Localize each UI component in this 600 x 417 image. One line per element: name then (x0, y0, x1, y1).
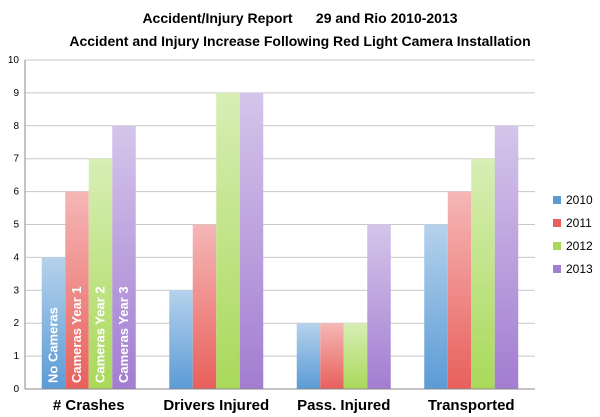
x-category-label: Drivers Injured (163, 397, 269, 414)
legend-swatch (553, 242, 561, 250)
bar-2012-3 (471, 158, 495, 389)
y-tick-label: 10 (8, 55, 20, 66)
bar-2013-1 (239, 92, 264, 390)
bar-2010-0 (41, 257, 66, 389)
bar-2013-0 (112, 125, 136, 390)
bars-group: No Cameras Cameras Year 1 Cameras Year 2 Ca… (41, 92, 519, 390)
legend-label: 2012 (566, 239, 593, 253)
chart-subtitle: Accident and Injury Increase Following R… (69, 33, 530, 49)
legend-swatch (553, 219, 561, 227)
bar-2010-1 (169, 290, 193, 389)
bar-period-label: No Cameras (46, 307, 61, 383)
chart-title: Accident/Injury Report 29 and Rio 2010-2… (142, 10, 457, 26)
y-tick-label: 4 (13, 252, 19, 263)
y-tick-label: 7 (13, 154, 19, 165)
legend-label: 2013 (566, 262, 593, 276)
bar-2011-3 (447, 191, 472, 389)
bar-period-label: Cameras Year 3 (116, 286, 131, 383)
bar-2012-2 (343, 323, 368, 389)
legend-swatch (553, 196, 561, 204)
bar-2011-2 (320, 323, 344, 389)
y-tick-label: 6 (13, 187, 19, 198)
y-tick-label: 5 (13, 220, 19, 231)
y-tick-label: 9 (13, 88, 19, 99)
legend-label: 2010 (566, 193, 593, 207)
x-category-label: Pass. Injured (297, 397, 390, 414)
bar-2010-2 (296, 323, 321, 389)
bar-2013-2 (367, 224, 391, 389)
legend-swatch (553, 265, 561, 273)
axes-group: # Crashes Drivers Injured Pass. Injured Tra… (24, 60, 535, 414)
bar-2011-0 (65, 191, 89, 389)
bar-2013-3 (494, 125, 519, 390)
y-tick-label: 3 (13, 285, 19, 296)
bar-period-label: Cameras Year 1 (69, 286, 84, 383)
legend: 2010 2011 2012 2013 (553, 193, 593, 276)
y-tick-label: 8 (13, 121, 19, 132)
y-tick-label: 0 (13, 384, 19, 395)
bar-2012-1 (216, 92, 240, 390)
bar-2011-1 (192, 224, 217, 389)
legend-label: 2011 (566, 216, 592, 230)
bar-2010-3 (424, 224, 448, 389)
bar-period-label: Cameras Year 2 (93, 286, 108, 383)
x-category-label: Transported (428, 397, 515, 414)
bar-2012-0 (88, 158, 113, 389)
y-tick-label: 2 (13, 318, 19, 329)
x-category-label: # Crashes (53, 397, 125, 414)
y-tick-label: 1 (13, 351, 19, 362)
